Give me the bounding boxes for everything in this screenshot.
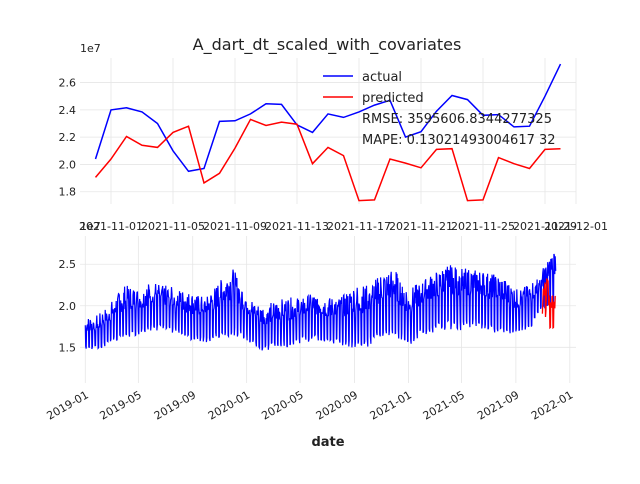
rmse-text: RMSE: 3595606.8344277325 bbox=[362, 112, 552, 127]
y-tick-label: 2.2 bbox=[59, 131, 77, 144]
bottom-grid bbox=[80, 236, 576, 383]
series-line-actual bbox=[94, 63, 562, 173]
top-y-scale-note: 1e7 bbox=[80, 42, 101, 55]
x-tick-label: 2021-11-17 bbox=[327, 220, 391, 233]
bottom-x-axis-label: date bbox=[311, 435, 344, 450]
top-title: A_dart_dt_scaled_with_covariates bbox=[193, 35, 462, 55]
y-tick-label: 2.5 bbox=[59, 258, 77, 271]
bottom-y-tick-labels: 1.5 2.0 2.5 bbox=[59, 258, 77, 354]
bottom-series-lines bbox=[84, 253, 557, 351]
x-tick-label: 2021-11-01 bbox=[79, 220, 143, 233]
top-x-tick-labels: 2021-11-012021-11-052021-11-092021-11-13… bbox=[79, 220, 608, 233]
y-tick-label: 2.4 bbox=[59, 104, 77, 117]
top-series-lines bbox=[94, 63, 562, 202]
x-tick-label: 2021-11-13 bbox=[265, 220, 329, 233]
top-subplot: A_dart_dt_scaled_with_covariates 1e7 202… bbox=[59, 35, 608, 233]
y-tick-label: 1.5 bbox=[59, 341, 77, 354]
series-line-predicted bbox=[94, 118, 561, 202]
top-grid bbox=[80, 58, 577, 204]
top-legend: actual predicted RMSE: 3595606.834427732… bbox=[323, 70, 556, 148]
y-tick-label: 1.8 bbox=[59, 186, 77, 199]
x-tick-label: 2021-11-21 bbox=[389, 220, 453, 233]
x-tick-label: 2021-11-29 bbox=[513, 220, 577, 233]
x-tick-label: 2021-12-01 bbox=[544, 220, 608, 233]
y-tick-label: 2.6 bbox=[59, 77, 77, 90]
series-line-actual bbox=[84, 253, 557, 351]
y-tick-label: 2.0 bbox=[59, 300, 77, 313]
mape-text: MAPE: 0.13021493004617 32 bbox=[362, 133, 556, 148]
x-tick-label: 2021-11-09 bbox=[203, 220, 267, 233]
x-tick-label: 2021-11-25 bbox=[451, 220, 515, 233]
top-y-tick-labels: 1.8 2.0 2.2 2.4 2.6 bbox=[59, 77, 77, 199]
series-line-predicted bbox=[541, 278, 557, 330]
bottom-y-scale-note: 1e7 bbox=[80, 220, 101, 233]
y-tick-label: 2.0 bbox=[59, 158, 77, 171]
x-tick-label: 2021-11-05 bbox=[141, 220, 205, 233]
legend-actual-label: actual bbox=[362, 70, 402, 85]
legend-predicted-label: predicted bbox=[362, 91, 424, 106]
